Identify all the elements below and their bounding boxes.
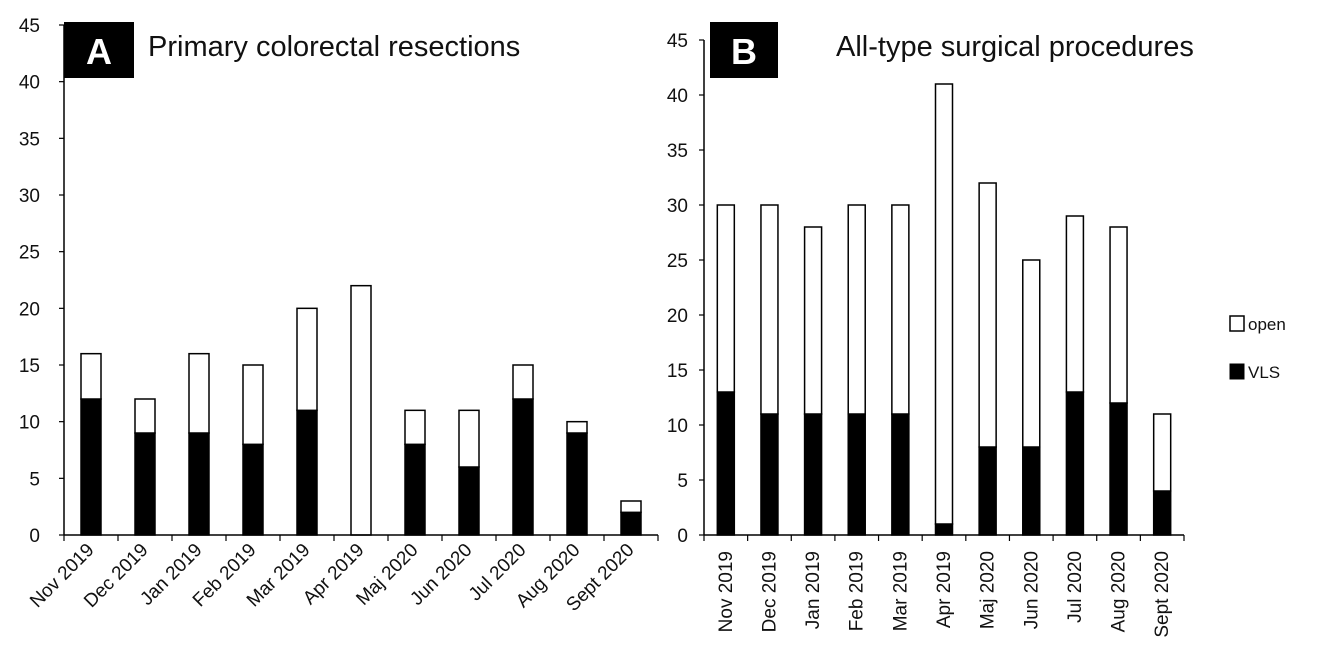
panel-b-y-tick-label: 45 [667,31,688,52]
panel-b-label-box [710,22,778,78]
panel-b-bar-open [716,204,736,393]
panel-b-bar-open [760,204,779,415]
panel-a-bar-vls [620,511,642,536]
legend-vls-label: VLS [1248,363,1280,382]
panel-a-y-tick-label: 0 [29,526,40,547]
panel-b-x-tick-label: Mar 2019 [890,551,911,631]
panel-b-bar-open [1152,413,1172,492]
panel-b-x-axis: Nov 2019 Dec 2019 Jan 2019 Feb 2019 Mar 2019… [703,534,1185,638]
panel-a-y-tick-label: 40 [19,73,40,94]
panel-b-x-tick-label: Feb 2019 [847,551,868,631]
panel-a-label-box [64,22,134,78]
panel-a-bar-open [296,307,318,412]
panel-a-bars [80,284,642,536]
panel-b-x-tick-label: Apr 2019 [934,551,955,628]
panel-a-bar-open [404,409,426,446]
panel-a-bar-open [134,398,156,434]
panel-a-bar-open [566,420,588,434]
panel-b-y-tick-label: 5 [677,471,688,492]
panel-a-bar-vls [134,432,156,536]
panel-b-bar-open [891,204,910,415]
panel-b-bar-vls [760,413,779,536]
panel-a-bar-vls [512,398,534,536]
panel-b-bar-vls [978,446,997,536]
panel-a-bar-vls [296,409,318,536]
panel-b-y-tick-label: 15 [667,361,688,382]
panel-b-y-tick-label: 20 [667,306,688,327]
panel-b-y-tick-label: 25 [667,251,688,272]
panel-b-y-tick-label: 30 [667,196,688,217]
panel-a-bar-open [458,409,480,468]
panel-b-bar-vls [1152,490,1172,536]
panel-b-bar-open [803,226,823,415]
panel-b-bars [716,83,1172,536]
panel-b-y-tick-label: 10 [667,416,688,437]
panel-a: A Primary colorectal resections 0 5 10 15 20… [19,16,659,616]
panel-b: B All-type surgical procedures 0 5 10 15 20 2… [667,22,1194,638]
panel-b-bar-vls [1065,391,1085,536]
panel-b-bar-vls [1109,402,1128,536]
panel-a-letter: A [86,31,112,72]
legend: open VLS [1229,315,1286,382]
panel-b-y-axis: 0 5 10 15 20 25 30 35 40 45 [667,31,705,547]
panel-b-bar-vls [716,391,736,536]
panel-b-title: All-type surgical procedures [836,31,1194,63]
panel-b-bar-open [978,182,997,448]
panel-a-y-tick-label: 20 [19,299,40,320]
panel-a-y-tick-label: 15 [19,356,40,377]
panel-a-y-tick-label: 25 [19,243,40,264]
panel-b-x-tick-label: Maj 2020 [978,551,999,629]
panel-a-bar-vls [566,432,588,536]
panel-a-bar-vls [242,443,264,536]
panel-b-y-tick-label: 0 [677,526,688,547]
panel-b-bar-open [934,83,954,525]
panel-a-bar-vls [80,398,102,536]
panel-b-bar-open [1022,259,1041,448]
panel-b-bar-vls [934,523,954,536]
panel-b-y-tick-label: 35 [667,141,688,162]
panel-a-bar-vls [188,432,210,536]
panel-a-title: Primary colorectal resections [148,31,520,63]
panel-a-bar-open [188,352,210,434]
panel-b-bar-vls [1022,446,1041,536]
panel-a-y-tick-label: 45 [19,16,40,37]
panel-b-letter: B [731,31,757,72]
panel-a-bar-vls [458,466,480,536]
panel-b-bar-vls [803,413,823,536]
panel-a-bar-open [350,284,372,536]
panel-b-bar-open [1065,215,1085,393]
panel-b-bar-vls [891,413,910,536]
panel-b-x-tick-label: Sept 2020 [1152,551,1173,638]
panel-b-x-tick-label: Jul 2020 [1065,551,1086,623]
legend-vls-swatch [1229,363,1245,380]
panel-a-y-tick-label: 5 [29,469,40,490]
panel-a-bar-open [512,364,534,400]
panel-b-y-tick-label: 40 [667,86,688,107]
legend-open-label: open [1248,315,1286,334]
panel-b-x-tick-label: Aug 2020 [1109,551,1130,632]
panel-a-y-axis: 0 5 10 15 20 25 30 35 40 45 [19,16,65,547]
legend-open-swatch [1229,315,1245,332]
panel-b-x-tick-label: Jan 2019 [803,551,824,629]
panel-a-y-tick-label: 30 [19,186,40,207]
panel-b-bar-open [1109,226,1128,404]
panel-b-x-tick-label: Dec 2019 [759,551,780,632]
panel-b-bar-open [847,204,866,415]
panel-a-y-tick-label: 10 [19,413,40,434]
panel-b-x-tick-label: Jun 2020 [1021,551,1042,629]
panel-a-bar-open [620,500,642,514]
panel-a-bar-vls [404,443,426,536]
panel-a-bar-open [242,364,264,446]
panel-b-x-tick-label: Nov 2019 [716,551,737,632]
panel-a-bar-open [80,352,102,400]
panel-a-y-tick-label: 35 [19,129,40,150]
panel-b-bar-vls [847,413,866,536]
